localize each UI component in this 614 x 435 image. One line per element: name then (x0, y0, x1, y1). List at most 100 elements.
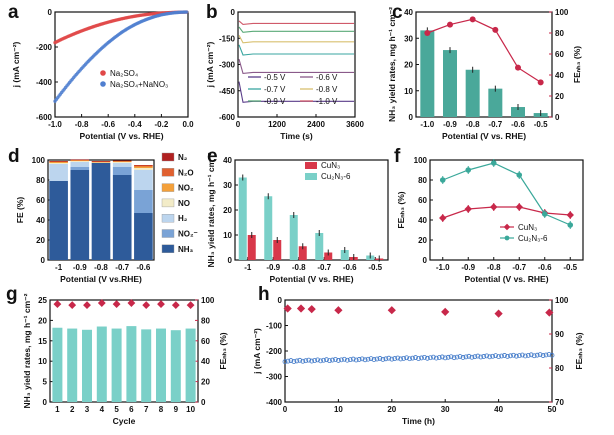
panel-h-current-point (374, 356, 380, 362)
panel-h-fe-point (441, 307, 450, 317)
panel-h-current-point (377, 356, 383, 361)
panel-c-ytick-right-label: 0 (555, 113, 560, 122)
panel-h-current-point (306, 357, 312, 363)
panel-h-current-point (519, 352, 525, 358)
panel-c-frame (415, 11, 553, 118)
panel-d-legend-swatch (161, 229, 175, 238)
panel-g-fe-point (112, 300, 121, 308)
panel-g-xtick-label: 10 (186, 405, 195, 414)
panel-f-ytick-label: 80 (418, 176, 427, 185)
panel-b-series-4-line (238, 26, 354, 33)
panel-h-current-point (333, 357, 338, 362)
panel-h-current-point (549, 352, 555, 358)
panel-h-fe-point (545, 308, 554, 317)
panel-g-xtick-label: 2 (70, 405, 75, 414)
panel-g-bar (52, 327, 63, 402)
panel-d-stack-segment (91, 163, 111, 260)
panel-h-current-point (478, 354, 484, 360)
panel-h-current-point (534, 352, 540, 358)
panel-d-stack-segment (134, 213, 153, 260)
panel-d-xtick-label: -0.6 (137, 263, 151, 272)
panel-h-current-point (410, 355, 415, 361)
panel-h-current-point (433, 355, 439, 361)
panel-g-bar (141, 329, 152, 402)
panel-a-ytick-label: -600 (36, 113, 53, 122)
panel-a-xtick-label: -1.0 (48, 120, 62, 129)
panel-g-label: g (6, 284, 18, 305)
panel-h-fe-point (387, 306, 396, 315)
panel-d-stack-segment (134, 170, 153, 190)
panel-f-ytick-label: 40 (418, 216, 427, 225)
panel-e-legend-label: Cu₂N₃-6 (321, 172, 351, 181)
panel-b-legend-label: -0.9 V (264, 97, 286, 106)
panel-h-current-point (312, 358, 318, 363)
panel-d-stack-segment (49, 161, 68, 162)
panel-h-fe-point (334, 306, 343, 315)
panel-d-stack-segment (134, 166, 153, 168)
panel-h-xtick-label: 30 (441, 405, 450, 414)
panel-h-current-point (528, 352, 534, 358)
panel-h-current-point (359, 356, 365, 362)
panel-d-stack-segment (91, 162, 111, 163)
panel-e-bar (247, 235, 256, 260)
panel-c-bar (465, 69, 480, 117)
panel-d-legend-swatch (161, 198, 175, 208)
panel-c-xtick-label: -0.6 (511, 120, 525, 129)
panel-h-current-point (543, 352, 549, 358)
panel-g-ytick-right-label: 100 (201, 296, 215, 305)
panel-b-xlabel: Time (s) (280, 131, 313, 141)
panel-g-fe-point (97, 299, 106, 307)
panel-b-xtick-label: 2400 (307, 120, 325, 129)
panel-d-stack-segment (49, 161, 68, 162)
panel-d-stack-segment (70, 162, 90, 167)
panel-b-legend-label: -0.7 V (264, 85, 286, 94)
panel-h-current-point (282, 359, 288, 365)
panel-c-ytick-right-label: 60 (555, 50, 564, 59)
panel-d-stack-segment (70, 161, 90, 162)
panel-h-current-point (499, 353, 504, 359)
panel-e-bar (340, 250, 349, 260)
panel-e-ytick-label: 30 (223, 181, 232, 190)
panel-h-current-point (335, 358, 341, 363)
panel-h-current-point (318, 358, 324, 364)
panel-h-current-point (537, 352, 543, 357)
panel-h-label: h (258, 284, 270, 305)
panel-c-xlabel: Potential (V vs. RHE) (442, 131, 526, 141)
panel-g-xtick-label: 1 (55, 405, 60, 414)
panel-e-bar (315, 233, 324, 260)
panel-d-stack-segment (49, 163, 68, 164)
panel-h-current-point (300, 358, 306, 364)
panel-d-stack-segment (49, 181, 68, 260)
panel-h-fe-point (283, 304, 292, 313)
panel-f-xtick-label: -1.0 (436, 263, 450, 272)
panel-e-legend-label: CuN₃ (321, 161, 340, 170)
panel-h-ytick-label: -300 (266, 373, 283, 382)
panel-h-current-point (496, 354, 502, 360)
panel-b-ytick-label: 0 (231, 8, 236, 17)
panel-c-xtick-label: -0.9 (443, 120, 457, 129)
panel-h-current-point (546, 351, 552, 357)
panel-e-xtick-label: -0.5 (368, 263, 382, 272)
panel-h-ytick-label: -100 (266, 322, 283, 331)
panel-b-legend-label: -1.0 V (316, 97, 338, 106)
panel-d-ytick-label: 20 (36, 236, 45, 245)
panel-c-ytick-label: 30 (404, 34, 413, 43)
panel-c-bar (511, 107, 525, 117)
panel-g-ytick-label: 10 (38, 357, 47, 366)
panel-d-ytick-label: 80 (36, 176, 45, 185)
panel-h-current-point (356, 357, 362, 362)
panel-b-ylabel: j (mA cm⁻²) (205, 41, 215, 88)
panel-b-legend-label: -0.6 V (316, 73, 338, 82)
panel-b-ytick-label: -300 (219, 61, 236, 70)
panel-a-legend-marker (100, 70, 106, 76)
panel-g-xtick-label: 4 (100, 405, 105, 414)
panel-d-legend-label: NO₂⁻ (178, 230, 198, 239)
panel-g-xtick-label: 3 (85, 405, 90, 414)
panel-f-ylabel: FEₙₕ₃ (%) (396, 191, 406, 228)
panel-e-ylabel: NH₃ yield rates, mg h⁻¹ cm⁻² (206, 152, 216, 267)
panel-a-xtick-label: 0.0 (182, 120, 194, 129)
panel-e-legend-swatch (305, 162, 317, 169)
panel-c-ytick-right-label: 100 (555, 8, 569, 17)
panel-d-stack-segment (112, 160, 132, 161)
panel-h-ytick-label: -400 (266, 398, 283, 407)
